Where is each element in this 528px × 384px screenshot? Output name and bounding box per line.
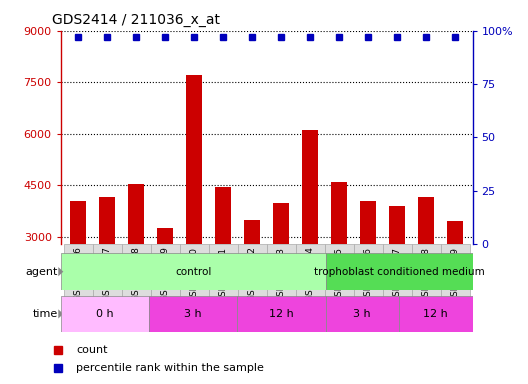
Text: 3 h: 3 h	[353, 309, 371, 319]
Text: count: count	[76, 345, 108, 356]
Text: GSM136137: GSM136137	[393, 247, 402, 301]
Bar	[238, 296, 326, 332]
Bar	[331, 182, 347, 340]
Polygon shape	[58, 310, 63, 319]
Bar	[180, 244, 209, 300]
Bar	[360, 201, 376, 340]
Text: GSM136131: GSM136131	[219, 247, 228, 301]
Text: GSM136136: GSM136136	[364, 247, 373, 301]
Bar	[296, 244, 325, 300]
Bar	[267, 244, 296, 300]
Text: GSM136132: GSM136132	[248, 247, 257, 301]
Text: GSM136133: GSM136133	[277, 247, 286, 301]
Bar	[302, 131, 318, 340]
Text: 0 h: 0 h	[96, 309, 114, 319]
Bar	[63, 244, 92, 300]
Text: 3 h: 3 h	[184, 309, 202, 319]
Bar	[325, 244, 354, 300]
Text: GSM136126: GSM136126	[73, 247, 82, 301]
Text: 12 h: 12 h	[423, 309, 448, 319]
Bar	[326, 296, 399, 332]
Text: GDS2414 / 211036_x_at: GDS2414 / 211036_x_at	[52, 13, 221, 27]
Bar	[149, 296, 238, 332]
Bar	[273, 203, 289, 340]
Bar	[121, 244, 150, 300]
Polygon shape	[58, 267, 63, 276]
Bar	[150, 244, 180, 300]
Bar	[244, 220, 260, 340]
Text: percentile rank within the sample: percentile rank within the sample	[76, 362, 264, 373]
Text: GSM136139: GSM136139	[451, 247, 460, 301]
Bar	[99, 197, 115, 340]
Bar	[128, 184, 144, 340]
Bar	[61, 296, 149, 332]
Bar	[61, 253, 326, 290]
Bar	[186, 75, 202, 340]
Bar	[412, 244, 441, 300]
Bar	[209, 244, 238, 300]
Bar	[389, 206, 405, 340]
Bar	[326, 253, 473, 290]
Text: GSM136134: GSM136134	[306, 247, 315, 301]
Text: GSM136138: GSM136138	[422, 247, 431, 301]
Bar	[383, 244, 412, 300]
Bar	[157, 228, 173, 340]
Bar	[215, 187, 231, 340]
Text: GSM136128: GSM136128	[131, 247, 140, 301]
Text: GSM136135: GSM136135	[335, 247, 344, 301]
Text: GSM136130: GSM136130	[190, 247, 199, 301]
Bar	[441, 244, 470, 300]
Bar	[399, 296, 473, 332]
Bar	[447, 222, 463, 340]
Text: GSM136129: GSM136129	[161, 247, 169, 301]
Bar	[92, 244, 121, 300]
Text: agent: agent	[26, 266, 58, 277]
Text: time: time	[33, 309, 58, 319]
Text: trophoblast conditioned medium: trophoblast conditioned medium	[314, 266, 484, 277]
Bar	[418, 197, 434, 340]
Bar	[70, 201, 86, 340]
Text: GSM136127: GSM136127	[102, 247, 111, 301]
Bar	[354, 244, 383, 300]
Bar	[238, 244, 267, 300]
Text: control: control	[175, 266, 211, 277]
Text: 12 h: 12 h	[269, 309, 294, 319]
